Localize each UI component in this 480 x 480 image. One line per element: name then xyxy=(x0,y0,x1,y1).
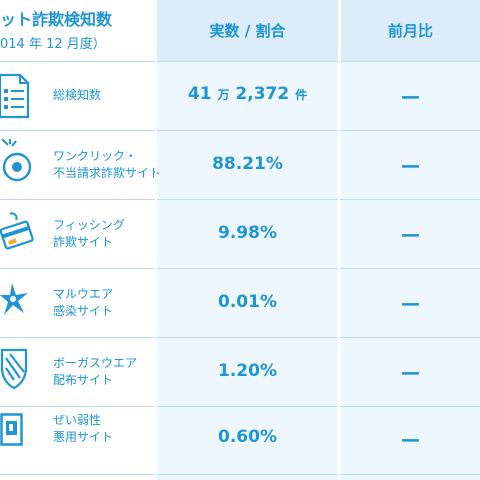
row-sublabel: 悪用サイト xyxy=(53,430,114,444)
row-label: ボーガスウエア xyxy=(53,356,138,370)
compare-value: ー xyxy=(400,293,421,317)
compare-column-header: 前月比 xyxy=(387,22,433,40)
row-sublabel: 配布サイト xyxy=(53,373,114,387)
row-sublabel: 不当請求詐欺サイト xyxy=(53,166,162,180)
table-period: 014 年 12 月度） xyxy=(0,37,106,52)
row-sublabel: 詐欺サイト xyxy=(53,235,114,249)
percentage-value: 0.60% xyxy=(218,427,277,447)
percentage-value: 0.01% xyxy=(218,292,277,312)
value-column-header: 実数 / 割合 xyxy=(209,22,286,40)
row-divider xyxy=(0,61,480,62)
compare-value: ー xyxy=(400,429,421,453)
percentage-value: 9.98% xyxy=(218,223,277,243)
percentage-value: 1.20% xyxy=(218,361,277,381)
percentage-value: 88.21% xyxy=(212,154,283,174)
compare-value: ー xyxy=(400,362,421,386)
table-row-total: 総検知数 41 万 2,372 件 ー xyxy=(0,62,480,130)
table-title: ット詐欺検知数 xyxy=(0,10,113,29)
row-divider xyxy=(0,268,480,269)
row-label: マルウエア xyxy=(53,287,114,301)
row-label: ワンクリック・ xyxy=(53,149,137,163)
value-column-bg xyxy=(157,0,338,480)
row-divider xyxy=(0,130,480,131)
compare-header-bg xyxy=(341,0,480,62)
table-row-vulnerability: ぜい弱性 悪用サイト 0.60% ー xyxy=(0,407,480,475)
column-separator xyxy=(155,0,157,480)
vulnerable-window-icon xyxy=(0,413,44,459)
fake-shield-icon xyxy=(0,346,44,392)
row-label: 総検知数 xyxy=(53,88,102,102)
total-count-value: 41 万 2,372 件 xyxy=(187,84,308,104)
row-label: フィッシング xyxy=(53,218,125,232)
table-row-phishing: フィッシング 詐欺サイト 9.98% ー xyxy=(0,200,480,268)
pointer-click-icon xyxy=(0,139,44,185)
compare-value: ー xyxy=(400,86,421,110)
table-row-malware: マルウエア 感染サイト 0.01% ー xyxy=(0,269,480,337)
value-header-bg xyxy=(157,0,338,62)
compare-column-bg xyxy=(341,0,480,480)
virus-icon xyxy=(0,281,44,327)
row-sublabel: 感染サイト xyxy=(53,304,114,318)
compare-value: ー xyxy=(400,155,421,179)
table-row-oneclick: ワンクリック・ 不当請求詐欺サイト 88.21% ー xyxy=(0,131,480,199)
row-label: ぜい弱性 xyxy=(53,413,102,427)
fishing-card-icon xyxy=(0,212,44,258)
table-row-bogusware: ボーガスウエア 配布サイト 1.20% ー xyxy=(0,338,480,406)
row-divider xyxy=(0,406,480,407)
compare-value: ー xyxy=(400,224,421,248)
row-divider xyxy=(0,474,480,475)
document-list-icon xyxy=(0,73,44,119)
column-separator xyxy=(338,0,340,480)
row-divider xyxy=(0,337,480,338)
row-divider xyxy=(0,199,480,200)
